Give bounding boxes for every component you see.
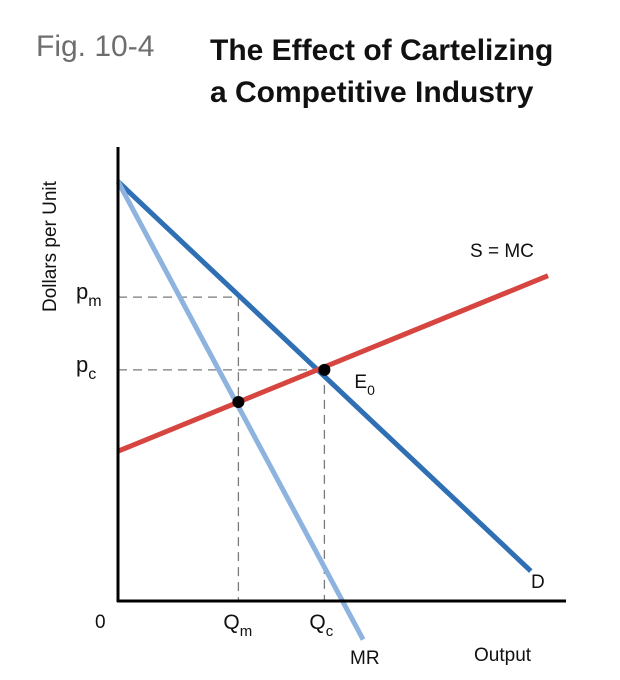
marginal-revenue-label: MR: [350, 648, 380, 669]
figure-title-line-2: a Competitive Industry: [210, 76, 534, 109]
demand-label: D: [531, 572, 545, 593]
pc-label: pc: [76, 352, 96, 383]
axes: [116, 147, 566, 603]
pm-label: pm: [76, 279, 102, 310]
supply-label: S = MC: [470, 241, 534, 262]
guide-lines: [118, 296, 326, 601]
figure-label: Fig. 10-4: [36, 30, 155, 63]
competitive-point: [318, 363, 331, 376]
figure-title-line-1: The Effect of Cartelizing: [210, 34, 554, 67]
supply-curve: [117, 273, 549, 454]
origin-label: 0: [95, 612, 106, 633]
x-axis-label: Output: [474, 645, 532, 666]
qm-label: Qm: [223, 611, 252, 640]
figure-title: The Effect of Cartelizing a Competitive …: [210, 30, 553, 114]
marginal-revenue-curve: [115, 180, 366, 641]
demand-curve: [116, 179, 533, 573]
qc-label: Qc: [309, 611, 333, 640]
equilibrium-label: E0: [354, 372, 375, 398]
curves: [115, 179, 549, 641]
y-axis-label: Dollars per Unit: [40, 180, 61, 312]
equilibrium-points: [232, 363, 331, 408]
chart-labels: Dollars per Unit Output 0 D MR S = MC E0 pm p…: [40, 180, 545, 669]
monopoly-point: [232, 395, 245, 408]
